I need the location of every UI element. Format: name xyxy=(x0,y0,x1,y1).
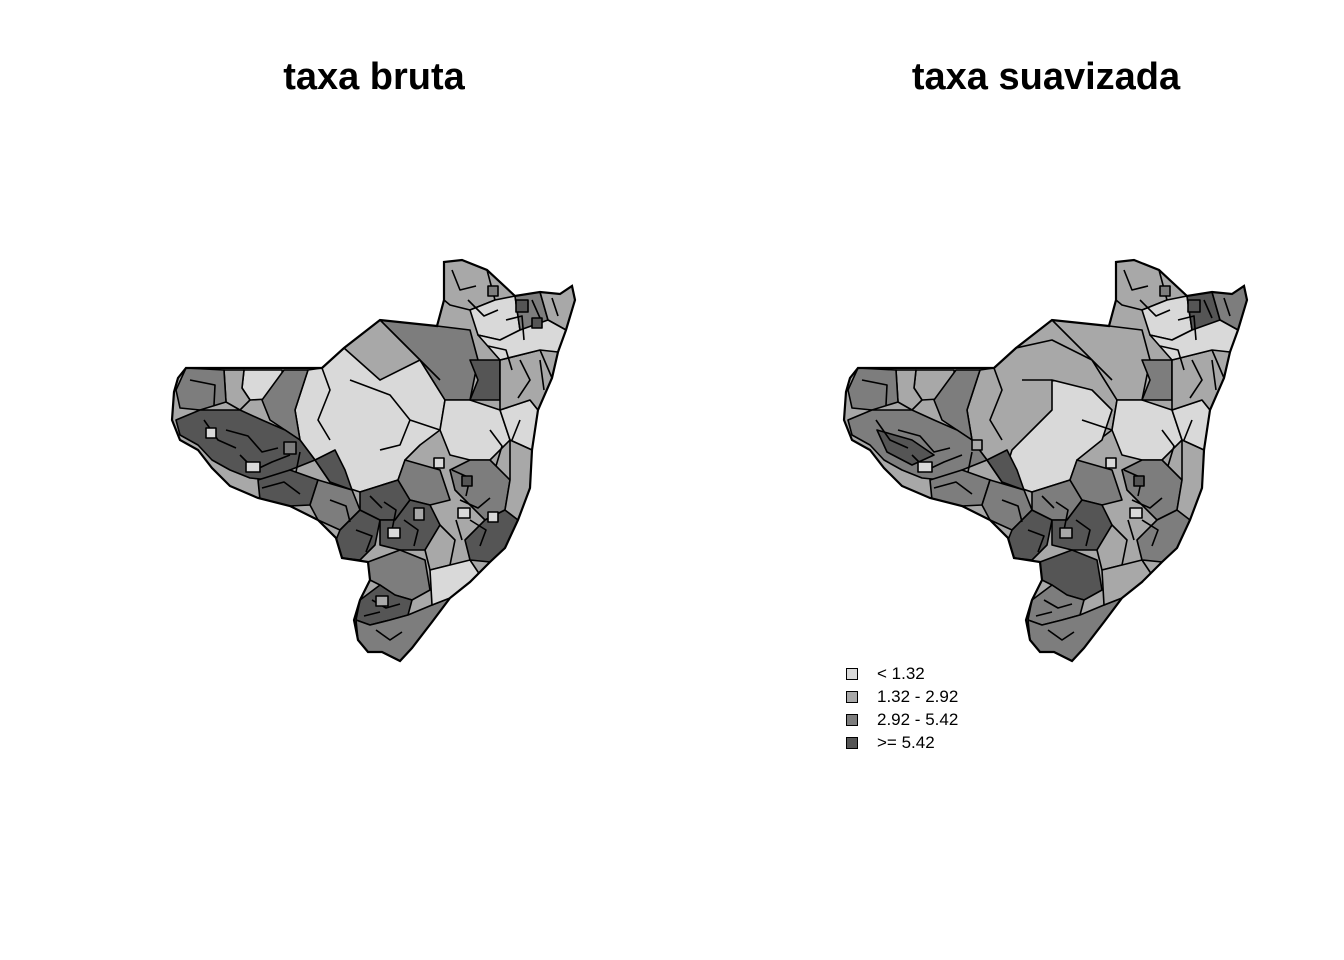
region xyxy=(531,317,543,329)
region xyxy=(1171,349,1225,411)
region xyxy=(1129,507,1143,519)
region xyxy=(461,475,473,487)
legend-label: < 1.32 xyxy=(877,663,925,683)
region xyxy=(205,427,217,439)
region xyxy=(499,349,553,411)
region xyxy=(245,461,261,473)
region xyxy=(971,439,983,451)
region xyxy=(424,524,456,571)
legend-item: < 1.32 xyxy=(846,662,958,685)
legend-swatch xyxy=(846,667,858,680)
region xyxy=(1159,285,1171,297)
region xyxy=(1096,524,1128,571)
region xyxy=(457,507,471,519)
region xyxy=(515,299,529,313)
region xyxy=(387,527,401,539)
legend-swatch xyxy=(846,713,858,726)
legend-label: 2.92 - 5.42 xyxy=(877,709,959,729)
region xyxy=(986,449,1025,491)
region xyxy=(1133,475,1145,487)
legend-item: 2.92 - 5.42 xyxy=(846,708,958,731)
region xyxy=(487,511,499,523)
map-title-taxa-bruta: taxa bruta xyxy=(283,56,465,98)
legend-item: >= 5.42 xyxy=(846,731,958,754)
map-taxa-bruta xyxy=(170,258,577,663)
region xyxy=(1105,457,1117,469)
region xyxy=(487,285,499,297)
legend-label: >= 5.42 xyxy=(877,732,935,752)
region xyxy=(469,359,501,401)
region xyxy=(433,457,445,469)
region xyxy=(1141,359,1173,401)
legend-item: 1.32 - 2.92 xyxy=(846,685,958,708)
region xyxy=(413,507,425,521)
region xyxy=(314,449,353,491)
region xyxy=(283,441,297,455)
region xyxy=(175,367,227,411)
legend-label: 1.32 - 2.92 xyxy=(877,686,959,706)
legend-swatch xyxy=(846,736,858,749)
region xyxy=(1187,299,1201,313)
region xyxy=(917,461,933,473)
map-title-taxa-suavizada: taxa suavizada xyxy=(911,56,1181,98)
region xyxy=(847,367,899,411)
legend-swatch xyxy=(846,690,858,703)
region xyxy=(375,595,389,607)
map-legend: < 1.32 1.32 - 2.92 2.92 - 5.42 >= 5.42 xyxy=(846,662,958,754)
map-taxa-suavizada xyxy=(842,258,1249,663)
region xyxy=(1059,527,1073,539)
